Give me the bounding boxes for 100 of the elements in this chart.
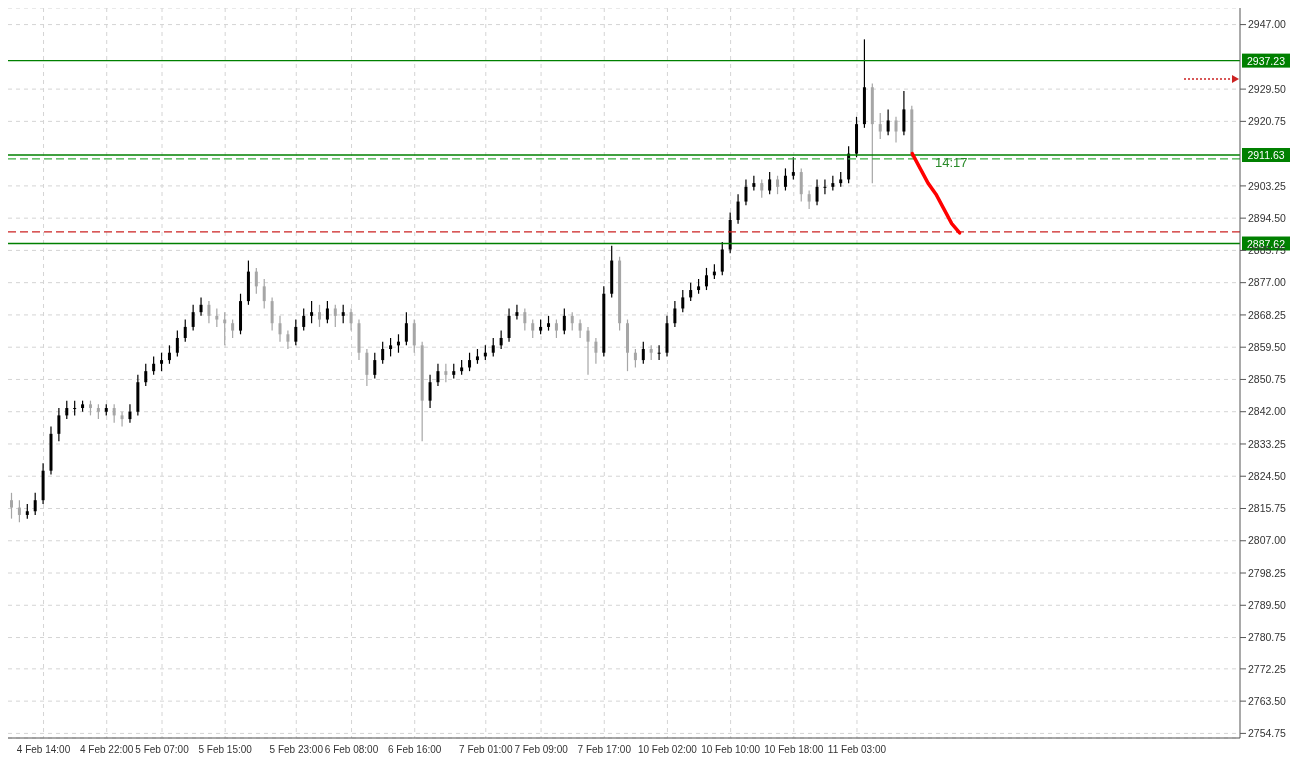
candlestick bbox=[523, 307, 527, 332]
x-tick-label: 6 Feb 16:00 bbox=[388, 744, 442, 756]
candlestick bbox=[586, 326, 590, 376]
candlestick bbox=[152, 355, 156, 376]
y-tick-label: 2920.75 bbox=[1248, 115, 1287, 128]
x-tick-label: 10 Feb 10:00 bbox=[701, 744, 761, 756]
candlestick bbox=[704, 267, 708, 291]
candlestick bbox=[215, 307, 219, 328]
candlestick bbox=[791, 156, 795, 181]
candlestick bbox=[776, 175, 780, 195]
y-tick-label: 2894.50 bbox=[1248, 211, 1287, 224]
candlestick bbox=[318, 304, 321, 328]
x-tick-label: 10 Feb 02:00 bbox=[637, 744, 698, 756]
ref-line-label: 2911.63 bbox=[1247, 149, 1285, 161]
y-tick-label: 2754.75 bbox=[1248, 727, 1287, 740]
ref-line-label: 2937.23 bbox=[1247, 54, 1286, 67]
y-tick-label: 2824.50 bbox=[1248, 469, 1287, 482]
y-tick-label: 2842.00 bbox=[1248, 405, 1287, 418]
candlestick bbox=[807, 189, 811, 210]
candlestick bbox=[902, 90, 906, 136]
candlestick bbox=[507, 307, 511, 343]
y-tick-label: 2763.50 bbox=[1248, 694, 1287, 707]
candlestick bbox=[183, 318, 187, 343]
candlestick bbox=[373, 352, 377, 380]
candlestick bbox=[254, 267, 258, 295]
x-tick-label: 4 Feb 22:00 bbox=[80, 744, 134, 756]
candlestick bbox=[641, 341, 645, 365]
candlestick bbox=[578, 318, 582, 339]
candlestick bbox=[412, 318, 416, 354]
candlestick bbox=[681, 289, 685, 313]
candlestick bbox=[278, 315, 282, 343]
candlestick bbox=[381, 341, 385, 365]
candlestick bbox=[499, 330, 503, 350]
y-tick-label: 2807.00 bbox=[1248, 534, 1287, 547]
candlestick bbox=[57, 407, 61, 442]
candlestick bbox=[633, 348, 637, 369]
candlestick bbox=[404, 311, 408, 346]
x-tick-label: 5 Feb 07:00 bbox=[135, 744, 190, 756]
candlestick bbox=[207, 300, 211, 324]
y-tick-label: 2789.50 bbox=[1248, 599, 1287, 611]
candlestick bbox=[199, 296, 203, 317]
x-tick-label: 7 Feb 09:00 bbox=[514, 744, 569, 756]
y-tick-label: 2772.25 bbox=[1248, 662, 1287, 675]
candlestick bbox=[112, 403, 116, 424]
candlestick bbox=[325, 300, 329, 324]
candlestick bbox=[657, 344, 661, 361]
candlestick bbox=[389, 337, 393, 358]
candlestick bbox=[760, 178, 764, 199]
y-tick-label: 2877.00 bbox=[1248, 276, 1287, 289]
candlestick bbox=[333, 304, 337, 328]
candlestick bbox=[341, 304, 345, 324]
candlestick bbox=[231, 318, 235, 339]
candlestick bbox=[33, 492, 37, 516]
candlestick bbox=[10, 492, 13, 520]
candlestick bbox=[175, 330, 179, 358]
x-tick-label: 7 Feb 01:00 bbox=[459, 744, 513, 756]
candlestick bbox=[444, 363, 448, 383]
candlestick bbox=[515, 304, 519, 321]
y-tick-label: 2815.75 bbox=[1248, 502, 1287, 515]
y-tick-label: 2929.50 bbox=[1248, 82, 1287, 95]
candlestick bbox=[270, 296, 274, 332]
candlestick bbox=[886, 108, 890, 136]
candlestick bbox=[349, 307, 353, 332]
candlestick bbox=[736, 193, 740, 225]
candlestick bbox=[562, 307, 566, 335]
candlestick bbox=[531, 318, 535, 339]
candlestick bbox=[17, 499, 21, 523]
candlestick bbox=[120, 411, 124, 428]
y-tick-label: 2833.25 bbox=[1248, 437, 1287, 450]
x-tick-label: 4 Feb 14:00 bbox=[16, 744, 71, 756]
y-tick-label: 2903.25 bbox=[1248, 179, 1287, 192]
x-tick-label: 5 Feb 15:00 bbox=[198, 744, 253, 756]
candlestick bbox=[823, 178, 827, 195]
candlestick bbox=[302, 307, 306, 332]
candlestick bbox=[594, 337, 598, 365]
candlestick bbox=[144, 363, 148, 387]
candlestick bbox=[815, 178, 819, 206]
candlestick bbox=[262, 278, 266, 310]
x-tick-label: 5 Feb 23:00 bbox=[269, 744, 324, 756]
x-tick-label: 11 Feb 03:00 bbox=[827, 744, 887, 756]
candlestick bbox=[286, 330, 290, 350]
candlestick bbox=[752, 175, 756, 192]
y-tick-label: 2798.25 bbox=[1248, 566, 1287, 579]
y-tick-label: 2780.75 bbox=[1248, 631, 1287, 644]
candlestick bbox=[191, 304, 195, 332]
candlestick bbox=[894, 116, 898, 144]
candlestick bbox=[799, 167, 803, 203]
candlestick bbox=[673, 300, 677, 328]
candlestick bbox=[626, 318, 629, 372]
candlestick bbox=[878, 112, 882, 140]
candlestick bbox=[491, 337, 495, 358]
candlestick bbox=[744, 178, 748, 206]
y-tick-label: 2947.00 bbox=[1248, 18, 1287, 31]
candlestick bbox=[65, 400, 69, 420]
candlestick bbox=[310, 300, 314, 324]
candlestick bbox=[570, 311, 574, 332]
candlestick bbox=[783, 167, 787, 192]
y-tick-label: 2868.25 bbox=[1248, 308, 1287, 321]
candlestick bbox=[468, 352, 472, 372]
x-tick-label: 7 Feb 17:00 bbox=[577, 744, 632, 756]
